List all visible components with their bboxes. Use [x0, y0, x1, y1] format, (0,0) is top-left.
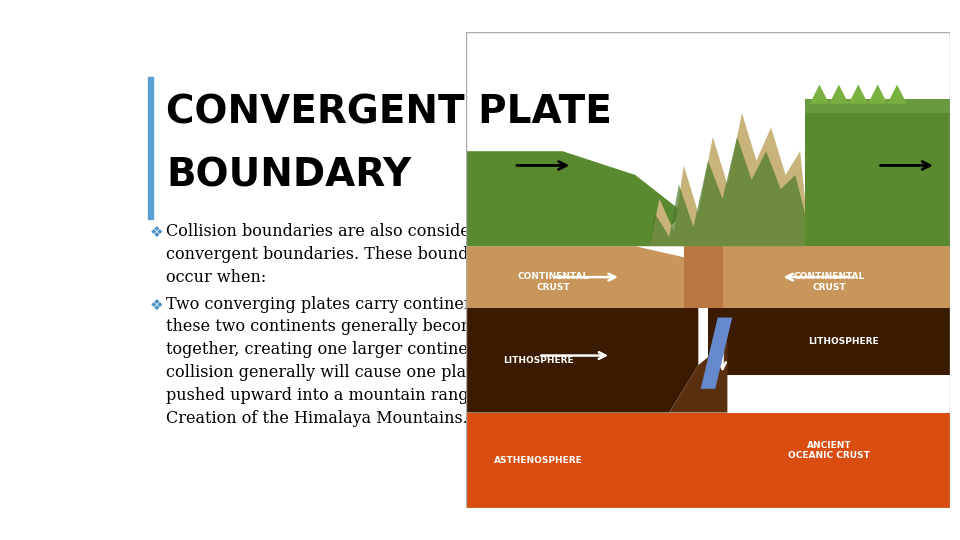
Text: CONTINENTAL
CRUST: CONTINENTAL CRUST — [794, 272, 865, 292]
Polygon shape — [466, 413, 950, 508]
Polygon shape — [466, 246, 698, 308]
Polygon shape — [708, 308, 950, 375]
Text: BOUNDARY: BOUNDARY — [166, 156, 411, 194]
Polygon shape — [466, 151, 684, 246]
Polygon shape — [684, 246, 723, 308]
Polygon shape — [829, 85, 849, 104]
Text: HIGH
PLATEAU: HIGH PLATEAU — [853, 64, 902, 86]
Text: Two converging plates carry continents-
these two continents generally become gl: Two converging plates carry continents- … — [166, 295, 537, 427]
Bar — [148, 77, 154, 219]
Polygon shape — [650, 113, 815, 246]
Text: CONTINENTAL
CRUST: CONTINENTAL CRUST — [517, 272, 588, 292]
Polygon shape — [887, 85, 907, 104]
Polygon shape — [804, 99, 950, 113]
Polygon shape — [849, 85, 868, 104]
Polygon shape — [868, 85, 887, 104]
Text: ❖: ❖ — [150, 298, 163, 313]
Text: ASTHENOSPHERE: ASTHENOSPHERE — [494, 456, 583, 464]
Polygon shape — [708, 246, 950, 308]
Text: CONVERGENT PLATE: CONVERGENT PLATE — [166, 94, 612, 132]
Polygon shape — [466, 308, 698, 413]
Polygon shape — [701, 318, 732, 389]
Text: LITHOSPHERE: LITHOSPHERE — [503, 356, 574, 365]
Text: ANCIENT
OCEANIC CRUST: ANCIENT OCEANIC CRUST — [788, 441, 870, 460]
Text: Collision boundaries are also considered
convergent boundaries. These boundaries: Collision boundaries are also considered… — [166, 223, 509, 286]
Text: LITHOSPHERE: LITHOSPHERE — [808, 337, 879, 346]
Text: MOUNTAIN
RANGE: MOUNTAIN RANGE — [688, 64, 747, 86]
Polygon shape — [804, 104, 950, 246]
Text: ❖: ❖ — [150, 225, 163, 240]
Polygon shape — [669, 341, 728, 413]
Polygon shape — [650, 137, 804, 246]
Polygon shape — [810, 85, 829, 104]
